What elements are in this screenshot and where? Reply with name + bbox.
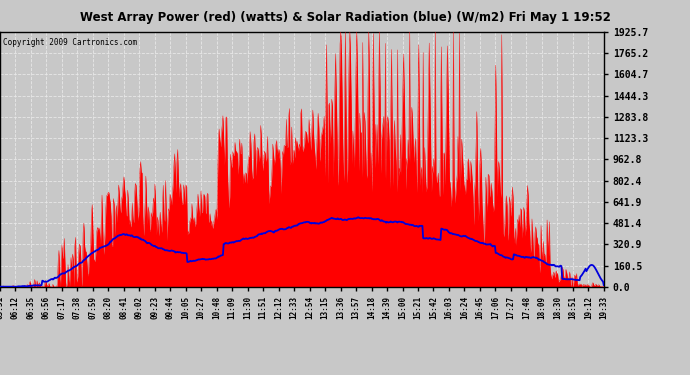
Text: Copyright 2009 Cartronics.com: Copyright 2009 Cartronics.com (3, 38, 137, 47)
Text: West Array Power (red) (watts) & Solar Radiation (blue) (W/m2) Fri May 1 19:52: West Array Power (red) (watts) & Solar R… (79, 11, 611, 24)
